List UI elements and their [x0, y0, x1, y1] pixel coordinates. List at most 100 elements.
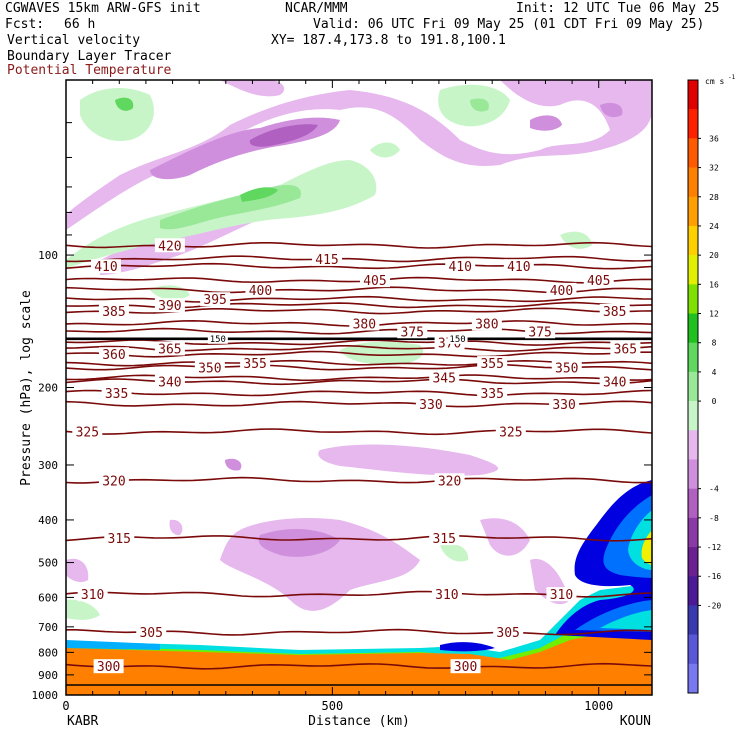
theta-label-400-0: 400 [249, 284, 272, 299]
colorbar-swatch-5 [688, 225, 698, 256]
theta-label-bg-300-1 [450, 659, 481, 674]
colorbar-swatch-15 [688, 517, 698, 548]
theta-label-bg-410-2 [503, 259, 534, 274]
theta-contour-370 [65, 339, 653, 346]
theta-label-bg-360-0 [98, 347, 129, 362]
theta-contour-315 [65, 535, 653, 542]
tracer-left-edge [66, 640, 160, 650]
model-title: CGWAVES 15km ARW-GFS init [5, 1, 201, 16]
colorbar-label-7: 8 [712, 339, 717, 348]
field-boundary-layer-tracer: Boundary Layer Tracer [7, 49, 172, 64]
rise-topleft-core [115, 97, 134, 111]
theta-contour-320 [65, 476, 653, 484]
y-tick-label-800: 800 [38, 646, 58, 659]
theta-label-bg-380-1 [471, 316, 502, 331]
sink-core-4 [600, 102, 623, 118]
theta-label-bg-365-0 [154, 341, 185, 356]
colorbar-swatch-0 [688, 80, 698, 110]
theta-label-335-0: 335 [105, 387, 128, 402]
theta-label-345-0: 345 [432, 372, 455, 387]
theta-label-385-0: 385 [102, 305, 125, 320]
colorbar-swatch-2 [688, 138, 698, 168]
theta-label-bg-375-0 [397, 324, 428, 339]
tropopause-label-1: 150 [449, 335, 465, 345]
colorbar-swatch-1 [688, 109, 698, 139]
rise-top-center-core [470, 98, 489, 112]
theta-label-420-0: 420 [158, 239, 181, 254]
y-tick-label-500: 500 [38, 557, 58, 570]
theta-label-315-1: 315 [432, 532, 455, 547]
theta-label-bg-340-0 [154, 374, 185, 389]
theta-label-355-0: 355 [243, 357, 266, 372]
colorbar-swatch-9 [688, 342, 698, 373]
theta-label-bg-355-1 [477, 356, 508, 371]
sink-small-2 [169, 519, 183, 536]
theta-label-405-1: 405 [587, 274, 610, 289]
theta-label-bg-310-2 [546, 587, 577, 602]
sink-mid-4 [318, 444, 499, 476]
theta-label-320-0: 320 [102, 474, 125, 489]
colorbar-swatch-18 [688, 605, 698, 635]
theta-label-bg-375-1 [525, 324, 556, 339]
theta-label-bg-315-0 [104, 531, 135, 546]
theta-label-bg-340-1 [599, 374, 630, 389]
theta-label-bg-355-0 [240, 356, 271, 371]
y-tick-label-900: 900 [38, 669, 58, 682]
x-tick-label-1000: 1000 [584, 699, 613, 713]
theta-contour-340 [65, 378, 653, 386]
theta-label-bg-305-1 [493, 625, 524, 640]
right-station-label: KOUN [620, 714, 651, 729]
theta-contour-360 [65, 350, 652, 358]
sink-small-1 [66, 558, 89, 583]
theta-label-bg-345-0 [429, 370, 460, 385]
theta-label-330-0: 330 [419, 398, 442, 413]
theta-label-405-0: 405 [363, 274, 386, 289]
x-tick-label-500: 500 [322, 699, 344, 713]
sink-mid-2 [480, 518, 530, 556]
theta-label-315-0: 315 [108, 532, 131, 547]
theta-label-bg-420-0 [154, 238, 185, 253]
tracer-mid-blob [440, 642, 495, 652]
forecast-label: Fcst: [5, 17, 45, 32]
theta-contour-335 [65, 389, 653, 397]
colorbar-label-13: -16 [707, 572, 722, 581]
theta-label-305-0: 305 [139, 626, 162, 641]
theta-label-bg-350-1 [551, 360, 582, 375]
theta-label-bg-305-0 [136, 625, 167, 640]
theta-label-bg-335-1 [477, 386, 508, 401]
rise-patch-1 [150, 285, 190, 300]
theta-label-bg-320-1 [434, 473, 465, 488]
theta-label-bg-405-0 [359, 273, 390, 288]
colorbar-label-12: -12 [707, 543, 722, 552]
colorbar-label-10: -4 [709, 485, 719, 494]
colorbar-swatch-4 [688, 196, 698, 227]
theta-label-bg-325-1 [495, 424, 526, 439]
rise-core-strong [240, 187, 278, 202]
theta-label-bg-415-0 [312, 251, 343, 266]
theta-label-bg-315-1 [429, 531, 460, 546]
theta-label-bg-335-0 [101, 386, 132, 401]
colorbar-swatch-20 [688, 663, 698, 694]
colorbar-units: cm s [705, 77, 724, 86]
theta-label-bg-365-1 [610, 341, 641, 356]
colorbar-label-5: 16 [709, 280, 719, 289]
rise-patch-3 [440, 543, 469, 562]
theta-label-410-2: 410 [507, 260, 530, 275]
colorbar-swatch-17 [688, 576, 698, 606]
theta-label-bg-410-0 [90, 259, 121, 274]
sink-mid-core [258, 528, 340, 557]
theta-label-375-0: 375 [401, 325, 424, 340]
tracer-right-plume-2 [575, 495, 652, 632]
theta-label-360-0: 360 [102, 348, 125, 363]
colorbar-label-9: 0 [712, 397, 717, 406]
theta-contour-300 [65, 662, 653, 670]
field-potential-temperature: Potential Temperature [7, 63, 172, 78]
theta-label-325-1: 325 [499, 426, 522, 441]
theta-label-bg-300-0 [93, 659, 124, 674]
y-axis-title: Pressure (hPa), log scale [19, 290, 34, 486]
y-tick-label-700: 700 [38, 621, 58, 634]
theta-label-bg-390-0 [154, 298, 185, 313]
y-tick-label-400: 400 [38, 514, 58, 527]
rise-topleft [80, 88, 154, 141]
theta-label-bg-400-1 [546, 282, 577, 297]
